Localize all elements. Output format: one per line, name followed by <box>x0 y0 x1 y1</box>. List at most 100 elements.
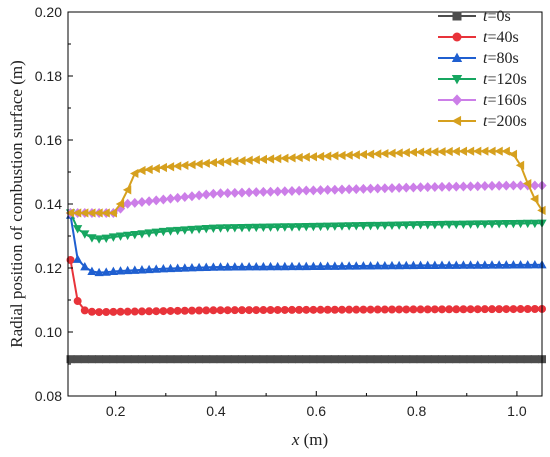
data-point <box>194 190 204 201</box>
data-point <box>315 185 326 196</box>
data-point <box>66 256 75 264</box>
data-point <box>437 305 446 314</box>
data-point <box>444 146 453 157</box>
data-point <box>72 208 82 218</box>
data-point <box>394 260 404 270</box>
legend-swatch-marker <box>451 52 463 63</box>
y-axis-title: Radial position of combustion surface (m… <box>7 60 26 348</box>
data-point <box>501 146 510 156</box>
data-point <box>501 180 511 191</box>
data-point <box>466 305 475 314</box>
data-point <box>230 187 240 198</box>
legend-item: t=200s <box>438 113 527 130</box>
data-point <box>108 266 118 276</box>
data-point <box>487 260 497 269</box>
data-point <box>437 260 447 269</box>
data-point <box>123 307 132 316</box>
x-tick-label: 0.8 <box>407 403 427 419</box>
data-point <box>273 355 282 364</box>
data-point <box>508 219 519 229</box>
data-point <box>415 147 425 157</box>
data-point <box>180 226 190 235</box>
data-point <box>337 184 347 195</box>
data-point <box>237 223 247 233</box>
data-point <box>495 305 504 314</box>
data-point <box>330 184 340 195</box>
data-point <box>158 162 167 173</box>
data-point <box>223 355 232 364</box>
data-point <box>230 355 239 364</box>
series-t200s <box>65 146 546 218</box>
data-point <box>152 355 161 364</box>
data-point <box>101 267 111 276</box>
data-point <box>451 220 461 230</box>
data-point <box>494 146 503 156</box>
data-point <box>395 305 404 314</box>
series-t160s <box>65 180 547 218</box>
x-axis-title: x (m) <box>291 430 328 449</box>
legend-item: t=120s <box>438 71 527 88</box>
data-point <box>401 260 411 270</box>
data-point <box>473 305 482 314</box>
data-point <box>208 262 218 271</box>
data-point <box>372 149 382 159</box>
data-point <box>245 355 254 364</box>
data-point <box>465 181 476 192</box>
data-point <box>380 260 390 270</box>
data-point <box>358 149 368 160</box>
data-point <box>252 306 261 315</box>
data-point <box>523 219 533 229</box>
data-point <box>473 260 483 269</box>
data-point <box>201 189 211 200</box>
data-point <box>187 160 196 170</box>
x-tick-label: 0.2 <box>106 403 126 419</box>
data-point <box>444 220 454 230</box>
data-point <box>409 355 418 364</box>
data-point <box>509 355 518 364</box>
data-point <box>265 154 275 164</box>
data-point <box>123 265 133 275</box>
data-point <box>330 222 340 231</box>
legend-label: t=160s <box>483 92 527 109</box>
data-point <box>245 306 254 315</box>
data-point <box>516 355 525 364</box>
data-point <box>130 307 139 316</box>
data-point <box>430 147 439 157</box>
data-point <box>215 224 226 233</box>
data-point <box>280 305 289 314</box>
data-point <box>445 305 454 314</box>
data-point <box>309 355 318 364</box>
data-point <box>237 262 247 271</box>
data-point <box>187 355 196 364</box>
legend-label: t=120s <box>483 71 527 88</box>
data-point <box>95 308 104 317</box>
data-point <box>216 306 225 315</box>
data-point <box>66 355 75 364</box>
data-point <box>287 223 297 232</box>
data-point <box>173 263 183 272</box>
data-point <box>422 147 432 157</box>
data-point <box>459 305 468 314</box>
data-point <box>130 355 139 364</box>
data-point <box>115 266 126 275</box>
data-point <box>280 153 289 163</box>
data-point <box>316 355 325 364</box>
data-point <box>215 188 226 199</box>
data-point <box>472 146 482 156</box>
x-tick-label: 1.0 <box>507 403 527 419</box>
data-point <box>309 305 318 314</box>
data-point <box>258 186 268 197</box>
data-point <box>337 222 347 231</box>
data-point <box>487 180 497 191</box>
data-point <box>351 261 361 270</box>
data-point <box>301 261 311 271</box>
data-point <box>65 208 75 218</box>
data-point <box>287 355 296 364</box>
data-point <box>345 305 354 314</box>
data-point <box>323 261 333 270</box>
data-point <box>316 305 325 314</box>
data-point <box>94 267 104 277</box>
data-point <box>315 151 325 162</box>
data-point <box>295 305 304 314</box>
